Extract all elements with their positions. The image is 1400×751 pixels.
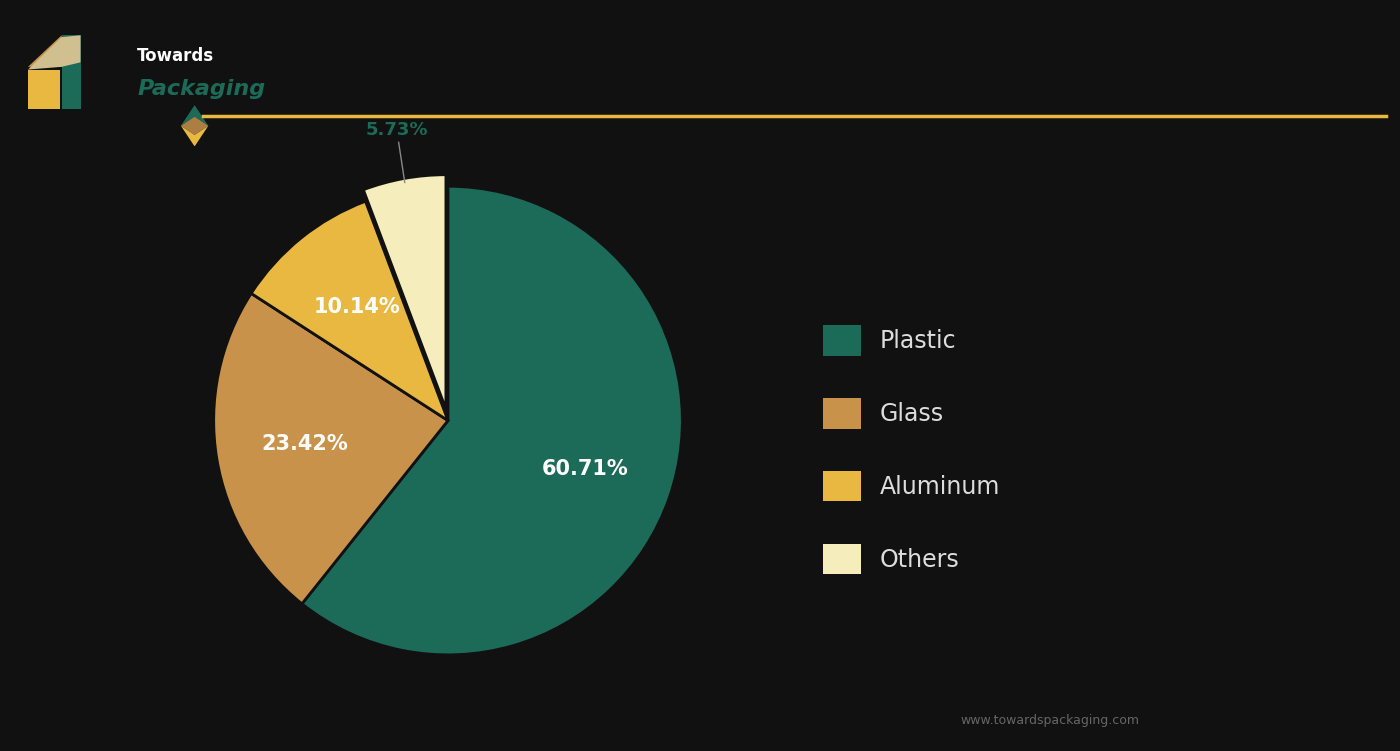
Wedge shape [302,186,682,655]
Polygon shape [28,35,81,70]
Text: Towards: Towards [137,47,214,65]
Polygon shape [181,125,209,146]
FancyBboxPatch shape [62,35,81,109]
Polygon shape [28,35,62,67]
Wedge shape [214,294,448,604]
Text: 10.14%: 10.14% [314,297,400,318]
Legend: Plastic, Glass, Aluminum, Others: Plastic, Glass, Aluminum, Others [799,302,1023,598]
Text: 23.42%: 23.42% [262,434,349,454]
Polygon shape [181,105,209,125]
Text: www.towardspackaging.com: www.towardspackaging.com [960,714,1140,728]
Text: 5.73%: 5.73% [365,122,428,182]
Wedge shape [251,201,448,421]
FancyBboxPatch shape [28,70,59,109]
Text: 60.71%: 60.71% [542,459,629,478]
Polygon shape [181,116,209,135]
Text: Packaging: Packaging [137,79,266,98]
Wedge shape [364,175,447,409]
